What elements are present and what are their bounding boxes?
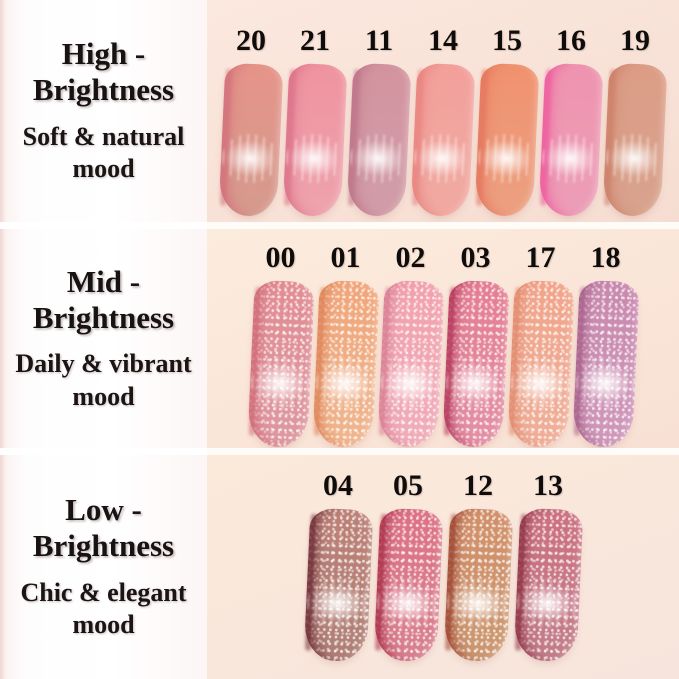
swatch-item: 01 [311, 239, 380, 448]
title-line-1: Low - [65, 492, 142, 528]
band-divider [0, 448, 679, 455]
swatch-item: 12 [443, 467, 513, 663]
low-brightness-swatch-photo: 04 05 12 13 [207, 455, 679, 679]
swatch-stroke [346, 62, 412, 218]
swatch-item: 11 [346, 22, 412, 218]
low-brightness-title: Low - Brightness [33, 492, 174, 563]
swatch-stroke [506, 279, 575, 448]
high-brightness-title: High - Brightness [33, 36, 174, 107]
swatch-stroke [602, 62, 668, 218]
swatch-item: 00 [246, 239, 315, 448]
swatch-stroke [246, 279, 315, 448]
panel-low-brightness: Low - Brightness Chic & elegant mood 04 05… [0, 455, 679, 679]
low-brightness-mood: Chic & elegant mood [20, 577, 186, 642]
mid-brightness-label-column: Mid - Brightness Daily & vibrant mood [0, 229, 207, 448]
swatch-stroke [303, 507, 373, 663]
low-brightness-label-column: Low - Brightness Chic & elegant mood [0, 455, 207, 679]
swatch-item: 21 [282, 22, 348, 218]
swatch-number: 15 [492, 24, 522, 57]
swatch-number: 04 [323, 469, 353, 502]
swatch-number: 11 [364, 24, 394, 57]
swatch-stroke [443, 507, 513, 663]
title-line-1: High - [61, 36, 146, 72]
mid-brightness-swatch-photo: 00 01 02 03 17 18 [207, 229, 679, 448]
mood-line-2: mood [72, 381, 135, 411]
swatch-stroke [513, 507, 583, 663]
swatch-number: 18 [590, 241, 621, 274]
mid-brightness-title: Mid - Brightness [33, 264, 174, 335]
swatch-number: 05 [393, 469, 423, 502]
swatch-item: 18 [571, 239, 640, 448]
swatch-stroke [282, 62, 348, 218]
high-brightness-mood: Soft & natural mood [23, 121, 185, 186]
mood-line-1: Soft & natural [22, 121, 185, 151]
swatch-stroke [376, 279, 445, 448]
swatch-number: 13 [533, 469, 563, 502]
swatch-item: 20 [218, 22, 284, 218]
swatch-item: 19 [602, 22, 668, 218]
mid-brightness-mood: Daily & vibrant mood [15, 348, 191, 413]
swatch-stroke [410, 62, 476, 218]
swatch-stroke [538, 62, 604, 218]
swatch-stroke [218, 62, 284, 218]
swatch-stroke [474, 62, 540, 218]
swatch-stroke [311, 279, 380, 448]
title-line-2: Brightness [32, 299, 175, 335]
swatch-item: 05 [373, 467, 443, 663]
swatch-stroke [571, 279, 640, 448]
swatch-item: 02 [376, 239, 445, 448]
band-divider [0, 222, 679, 229]
swatch-number: 16 [556, 24, 586, 57]
swatch-stroke [373, 507, 443, 663]
swatch-item: 17 [506, 239, 575, 448]
title-line-2: Brightness [32, 72, 175, 107]
swatch-number: 02 [395, 241, 426, 274]
swatch-number: 14 [428, 24, 458, 57]
swatch-item: 14 [410, 22, 476, 218]
swatch-item: 13 [513, 467, 583, 663]
swatch-item: 16 [538, 22, 604, 218]
swatch-number: 03 [460, 241, 491, 274]
swatch-number: 17 [525, 241, 556, 274]
title-line-1: Mid - [66, 263, 141, 299]
swatch-number: 21 [300, 24, 330, 57]
high-brightness-label-column: High - Brightness Soft & natural mood [0, 0, 207, 222]
swatch-number: 00 [265, 241, 296, 274]
panel-mid-brightness: Mid - Brightness Daily & vibrant mood 00 0… [0, 229, 679, 448]
mood-line-1: Daily & vibrant [15, 349, 192, 379]
swatch-item: 04 [303, 467, 373, 663]
mood-line-2: mood [72, 610, 135, 640]
swatch-number: 01 [330, 241, 361, 274]
mood-line-2: mood [72, 154, 135, 184]
title-line-2: Brightness [32, 528, 175, 563]
swatch-number: 12 [463, 469, 493, 502]
swatch-stroke [441, 279, 510, 448]
swatch-number: 20 [236, 24, 266, 57]
high-brightness-swatch-photo: 20 21 11 14 15 16 [207, 0, 679, 222]
mood-line-1: Chic & elegant [20, 577, 187, 607]
swatch-item: 15 [474, 22, 540, 218]
panel-high-brightness: High - Brightness Soft & natural mood 20 2… [0, 0, 679, 222]
swatch-number: 19 [620, 24, 650, 57]
swatch-item: 03 [441, 239, 510, 448]
